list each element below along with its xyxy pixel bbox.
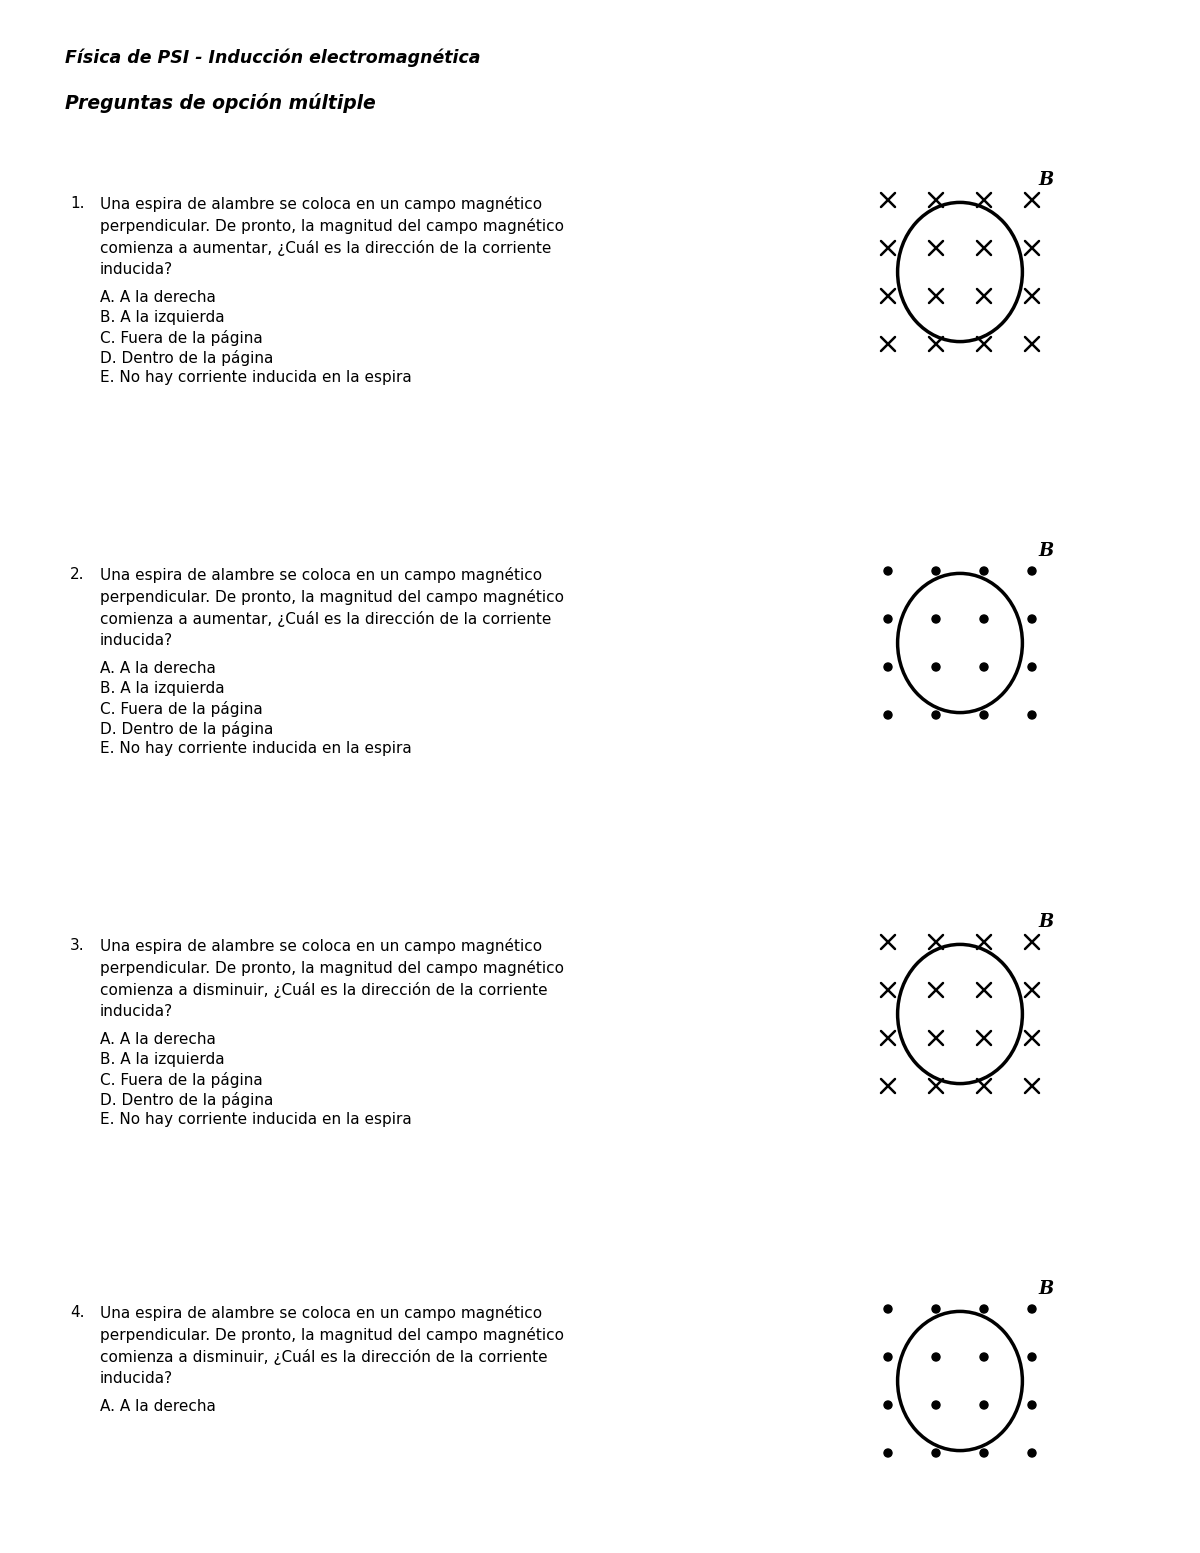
- Circle shape: [932, 711, 940, 719]
- Text: E. No hay corriente inducida en la espira: E. No hay corriente inducida en la espir…: [100, 1112, 412, 1127]
- Circle shape: [980, 1305, 988, 1312]
- Text: comienza a aumentar, ¿Cuál es la dirección de la corriente: comienza a aumentar, ¿Cuál es la direcci…: [100, 610, 551, 627]
- Circle shape: [1028, 615, 1036, 623]
- Circle shape: [932, 1401, 940, 1409]
- Circle shape: [884, 615, 892, 623]
- Text: 2.: 2.: [70, 567, 84, 582]
- Text: B: B: [1038, 171, 1054, 189]
- Circle shape: [884, 1353, 892, 1360]
- Circle shape: [884, 1449, 892, 1457]
- Circle shape: [980, 711, 988, 719]
- Text: perpendicular. De pronto, la magnitud del campo magnético: perpendicular. De pronto, la magnitud de…: [100, 589, 564, 606]
- Circle shape: [932, 663, 940, 671]
- Text: B. A la izquierda: B. A la izquierda: [100, 1051, 224, 1067]
- Circle shape: [1028, 1353, 1036, 1360]
- Text: A. A la derecha: A. A la derecha: [100, 1033, 216, 1047]
- Text: perpendicular. De pronto, la magnitud del campo magnético: perpendicular. De pronto, la magnitud de…: [100, 960, 564, 975]
- Text: inducida?: inducida?: [100, 262, 173, 276]
- Text: Una espira de alambre se coloca en un campo magnético: Una espira de alambre se coloca en un ca…: [100, 567, 542, 582]
- Circle shape: [1028, 1401, 1036, 1409]
- Circle shape: [884, 1401, 892, 1409]
- Text: comienza a disminuir, ¿Cuál es la dirección de la corriente: comienza a disminuir, ¿Cuál es la direcc…: [100, 981, 547, 999]
- Circle shape: [1028, 711, 1036, 719]
- Circle shape: [980, 615, 988, 623]
- Circle shape: [1028, 663, 1036, 671]
- Text: inducida?: inducida?: [100, 1003, 173, 1019]
- Circle shape: [932, 615, 940, 623]
- Text: perpendicular. De pronto, la magnitud del campo magnético: perpendicular. De pronto, la magnitud de…: [100, 1326, 564, 1343]
- Text: B. A la izquierda: B. A la izquierda: [100, 682, 224, 696]
- Circle shape: [980, 1401, 988, 1409]
- Circle shape: [932, 1305, 940, 1312]
- Circle shape: [884, 711, 892, 719]
- Text: 1.: 1.: [70, 196, 84, 211]
- Text: A. A la derecha: A. A la derecha: [100, 662, 216, 676]
- Text: B: B: [1038, 913, 1054, 930]
- Text: E. No hay corriente inducida en la espira: E. No hay corriente inducida en la espir…: [100, 741, 412, 756]
- Text: comienza a aumentar, ¿Cuál es la dirección de la corriente: comienza a aumentar, ¿Cuál es la direcci…: [100, 241, 551, 256]
- Text: 3.: 3.: [70, 938, 85, 954]
- Text: inducida?: inducida?: [100, 634, 173, 648]
- Text: D. Dentro de la página: D. Dentro de la página: [100, 1092, 274, 1107]
- Text: A. A la derecha: A. A la derecha: [100, 1399, 216, 1413]
- Text: perpendicular. De pronto, la magnitud del campo magnético: perpendicular. De pronto, la magnitud de…: [100, 217, 564, 235]
- Circle shape: [932, 1353, 940, 1360]
- Circle shape: [980, 567, 988, 575]
- Circle shape: [884, 663, 892, 671]
- Text: B: B: [1038, 1280, 1054, 1298]
- Text: comienza a disminuir, ¿Cuál es la dirección de la corriente: comienza a disminuir, ¿Cuál es la direcc…: [100, 1350, 547, 1365]
- Text: Una espira de alambre se coloca en un campo magnético: Una espira de alambre se coloca en un ca…: [100, 938, 542, 954]
- Text: 4.: 4.: [70, 1305, 84, 1320]
- Circle shape: [1028, 1449, 1036, 1457]
- Circle shape: [1028, 1305, 1036, 1312]
- Text: D. Dentro de la página: D. Dentro de la página: [100, 721, 274, 738]
- Text: Una espira de alambre se coloca en un campo magnético: Una espira de alambre se coloca en un ca…: [100, 196, 542, 213]
- Text: inducida?: inducida?: [100, 1371, 173, 1385]
- Text: E. No hay corriente inducida en la espira: E. No hay corriente inducida en la espir…: [100, 370, 412, 385]
- Circle shape: [884, 567, 892, 575]
- Text: C. Fuera de la página: C. Fuera de la página: [100, 1072, 263, 1089]
- Text: C. Fuera de la página: C. Fuera de la página: [100, 700, 263, 717]
- Circle shape: [932, 1449, 940, 1457]
- Circle shape: [1028, 567, 1036, 575]
- Text: C. Fuera de la página: C. Fuera de la página: [100, 329, 263, 346]
- Text: Física de PSI - Inducción electromagnética: Física de PSI - Inducción electromagnéti…: [65, 48, 480, 67]
- Text: Una espira de alambre se coloca en un campo magnético: Una espira de alambre se coloca en un ca…: [100, 1305, 542, 1322]
- Text: B: B: [1038, 542, 1054, 561]
- Text: Preguntas de opción múltiple: Preguntas de opción múltiple: [65, 93, 376, 113]
- Circle shape: [884, 1305, 892, 1312]
- Circle shape: [980, 663, 988, 671]
- Text: B. A la izquierda: B. A la izquierda: [100, 311, 224, 325]
- Circle shape: [932, 567, 940, 575]
- Text: A. A la derecha: A. A la derecha: [100, 290, 216, 304]
- Text: D. Dentro de la página: D. Dentro de la página: [100, 349, 274, 367]
- Circle shape: [980, 1353, 988, 1360]
- Circle shape: [980, 1449, 988, 1457]
